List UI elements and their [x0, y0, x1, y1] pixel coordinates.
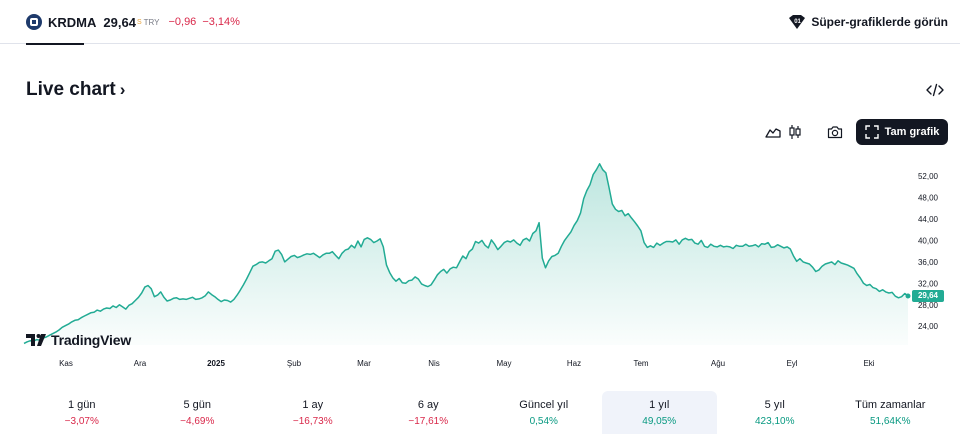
price-change: −0,96	[168, 16, 197, 28]
period-label: 1 ay	[302, 398, 324, 411]
supercharts-label: Süper-grafiklerde görün	[811, 15, 948, 29]
y-tick-label: 28,00	[918, 301, 939, 310]
period-label: 5 yıl	[764, 398, 785, 411]
candles-button[interactable]	[784, 120, 806, 144]
symbol-header: KRDMA 29,64 S TRY −0,96 −3,14% 01 Süper-…	[0, 0, 960, 45]
period-tab[interactable]: 5 gün −4,69%	[140, 391, 256, 434]
period-change: −17,61%	[408, 415, 449, 427]
supercharts-link[interactable]: 01 Süper-grafiklerde görün	[788, 0, 948, 44]
x-tick-label: Şub	[287, 359, 302, 368]
company-logo-icon	[26, 14, 42, 30]
y-tick-label: 36,00	[918, 258, 939, 267]
y-tick-label: 40,00	[918, 236, 939, 245]
period-label: 6 ay	[417, 398, 439, 411]
price-line	[23, 163, 909, 345]
chart-type-toggle	[762, 120, 806, 144]
period-tab[interactable]: 5 yıl 423,10%	[717, 391, 833, 434]
candles-icon	[789, 125, 801, 139]
svg-text:01: 01	[795, 19, 802, 25]
price-change-percent: −3,14%	[202, 16, 240, 28]
last-price-marker	[905, 293, 911, 299]
period-tab[interactable]: 1 yıl 49,05%	[601, 391, 717, 434]
period-tab[interactable]: 1 gün −3,07%	[24, 391, 140, 434]
tradingview-logo[interactable]: TradingView	[26, 332, 131, 348]
chevron-right-icon: ›	[119, 80, 126, 99]
price-area-fill	[24, 163, 908, 345]
period-tab[interactable]: 6 ay −17,61%	[371, 391, 487, 434]
x-tick-label: Ağu	[711, 359, 725, 368]
x-tick-label: 2025	[207, 359, 225, 368]
last-price-label: 29,64	[912, 289, 944, 302]
symbol-tab[interactable]: KRDMA 29,64 S TRY −0,96 −3,14%	[26, 0, 240, 45]
period-selector: 1 gün −3,07% 5 gün −4,69% 1 ay −16,73% 6 ay −17…	[24, 391, 948, 434]
period-change: 0,54%	[529, 415, 558, 427]
y-tick-label: 44,00	[918, 215, 939, 224]
price-suffix: S	[136, 18, 142, 26]
x-tick-label: Ara	[134, 359, 147, 368]
area-chart-icon	[765, 128, 781, 138]
fullscreen-icon	[864, 125, 879, 139]
camera-icon	[827, 126, 843, 139]
period-change: 49,05%	[642, 415, 677, 427]
fullscreen-label: Tam grafik	[884, 126, 940, 138]
period-change: −16,73%	[292, 415, 333, 427]
period-label: 5 gün	[183, 398, 212, 411]
currency-label: TRY	[143, 17, 160, 27]
x-tick-label: Eyl	[786, 359, 797, 368]
x-tick-label: Haz	[567, 359, 581, 368]
period-label: Güncel yıl	[519, 398, 569, 411]
period-label: 1 gün	[67, 398, 96, 411]
period-label: 1 yıl	[649, 398, 670, 411]
period-change: −3,07%	[64, 415, 99, 427]
y-tick-label: 48,00	[918, 194, 939, 203]
supercharts-icon: 01	[789, 15, 806, 29]
screenshot-button[interactable]	[824, 120, 846, 144]
period-tab[interactable]: Güncel yıl 0,54%	[486, 391, 602, 434]
y-tick-label: 52,00	[918, 172, 939, 181]
y-tick-label: 24,00	[918, 322, 939, 331]
period-tab[interactable]: 1 ay −16,73%	[255, 391, 371, 434]
period-tab[interactable]: Tüm zamanlar 51,64K%	[833, 391, 949, 434]
x-tick-label: Nis	[428, 359, 440, 368]
price-chart[interactable]: 24,00 28,00 32,00 36,00 40,00 44,00 48,00 52,00…	[0, 150, 960, 375]
x-tick-label: Eki	[863, 359, 874, 368]
symbol-price: 29,64	[103, 14, 136, 30]
x-tick-label: Tem	[633, 359, 648, 368]
tradingview-logo-icon	[26, 334, 46, 346]
period-change: −4,69%	[180, 415, 215, 427]
x-tick-label: Kas	[59, 359, 73, 368]
area-chart-button[interactable]	[762, 120, 784, 144]
live-chart-title[interactable]: Live chart ›	[26, 79, 125, 101]
x-tick-label: May	[496, 359, 511, 368]
period-change: 423,10%	[755, 415, 795, 427]
fullscreen-chart-button[interactable]: Tam grafik	[856, 119, 948, 145]
embed-code-icon[interactable]	[924, 82, 946, 98]
x-tick-label: Mar	[357, 359, 371, 368]
period-change: 51,64K%	[869, 415, 911, 427]
tradingview-logo-text: TradingView	[51, 332, 132, 348]
period-label: Tüm zamanlar	[855, 398, 926, 411]
y-tick-label: 32,00	[918, 279, 939, 288]
live-chart-label: Live chart	[26, 79, 116, 100]
symbol-name: KRDMA	[48, 14, 97, 30]
